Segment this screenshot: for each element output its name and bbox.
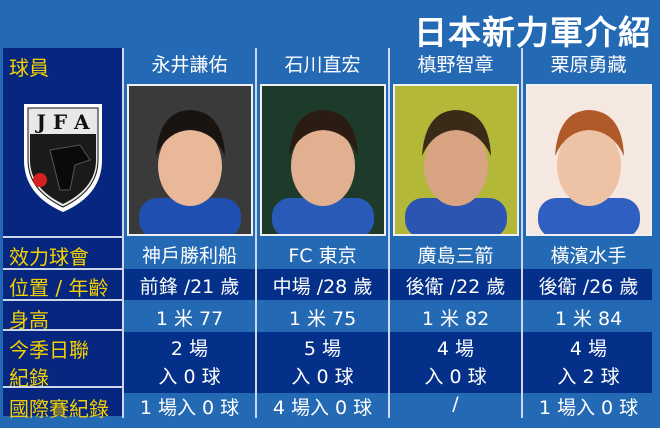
player-photo <box>127 84 253 236</box>
player-apps: 5 場 <box>303 338 342 360</box>
player-position-age: 前鋒 /21 歲 <box>139 276 240 298</box>
player-club: FC 東京 <box>288 245 357 267</box>
player-international: 1 場入 0 球 <box>538 397 639 419</box>
player-name: 栗原勇藏 <box>550 54 627 76</box>
label-club: 效力球會 <box>9 245 89 269</box>
divider <box>3 329 122 331</box>
player-goals: 入 0 球 <box>424 366 487 388</box>
player-international: / <box>452 393 459 415</box>
player-name: 槙野智章 <box>417 54 494 76</box>
player-apps: 4 場 <box>569 338 608 360</box>
label-position-age: 位置 / 年齡 <box>9 276 109 300</box>
divider <box>3 299 122 301</box>
player-club: 橫濱水手 <box>550 245 627 267</box>
player-position-age: 後衛 /26 歲 <box>538 276 639 298</box>
label-international: 國際賽紀錄 <box>9 397 109 421</box>
player-club: 廣島三箭 <box>417 245 494 267</box>
player-height: 1 米 75 <box>288 308 357 330</box>
label-height: 身高 <box>9 308 49 332</box>
svg-text:J F A: J F A <box>34 110 90 134</box>
divider <box>3 268 122 270</box>
divider <box>3 236 122 238</box>
player-photo <box>260 84 386 236</box>
jfa-logo: J F A <box>24 104 102 212</box>
player-international: 4 場入 0 球 <box>272 397 373 419</box>
player-name: 石川直宏 <box>284 54 361 76</box>
divider <box>3 386 122 388</box>
column-divider <box>122 48 124 418</box>
player-position-age: 後衛 /22 歲 <box>405 276 506 298</box>
player-name: 永井謙佑 <box>151 54 228 76</box>
player-height: 1 米 84 <box>554 308 623 330</box>
player-apps: 4 場 <box>436 338 475 360</box>
player-goals: 入 0 球 <box>158 366 221 388</box>
player-position-age: 中場 /28 歲 <box>272 276 373 298</box>
player-height: 1 米 77 <box>155 308 224 330</box>
column-divider <box>255 48 257 418</box>
player-international: 1 場入 0 球 <box>139 397 240 419</box>
title: 日本新力軍介紹 <box>414 13 652 52</box>
column-divider <box>388 48 390 418</box>
player-apps: 2 場 <box>170 338 209 360</box>
player-goals: 入 0 球 <box>291 366 354 388</box>
player-photo <box>526 84 652 236</box>
label-player: 球員 <box>9 56 49 80</box>
label-season: 今季日聯 <box>9 338 89 362</box>
player-club: 神戶勝利船 <box>141 245 237 267</box>
player-photo <box>393 84 519 236</box>
column-divider <box>521 48 523 418</box>
player-goals: 入 2 球 <box>557 366 620 388</box>
player-height: 1 米 82 <box>421 308 490 330</box>
